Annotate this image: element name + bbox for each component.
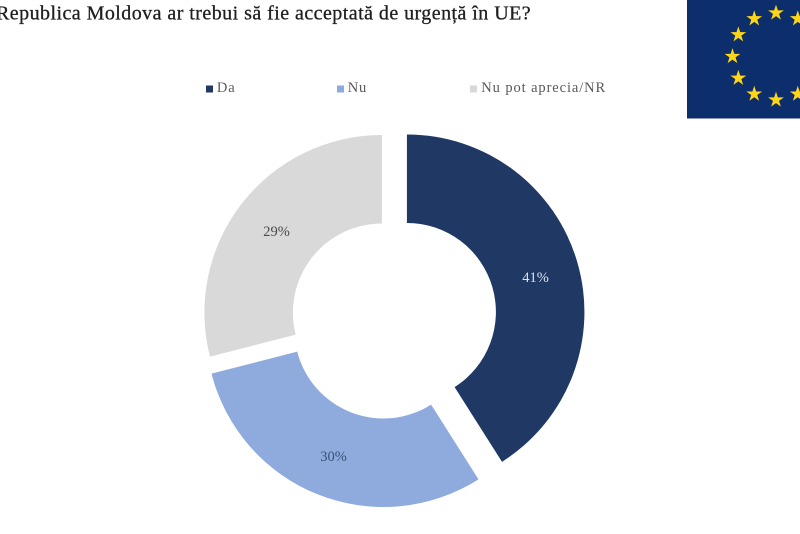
svg-text:41%: 41% xyxy=(522,270,549,286)
svg-text:30%: 30% xyxy=(320,449,347,465)
svg-text:Da: Da xyxy=(217,80,236,96)
svg-text:Nu pot aprecia/NR: Nu pot aprecia/NR xyxy=(481,80,606,96)
svg-text:Republica Moldova ar trebui să: Republica Moldova ar trebui să fie accep… xyxy=(0,3,531,25)
svg-text:Nu: Nu xyxy=(348,80,368,96)
svg-text:29%: 29% xyxy=(263,224,290,240)
